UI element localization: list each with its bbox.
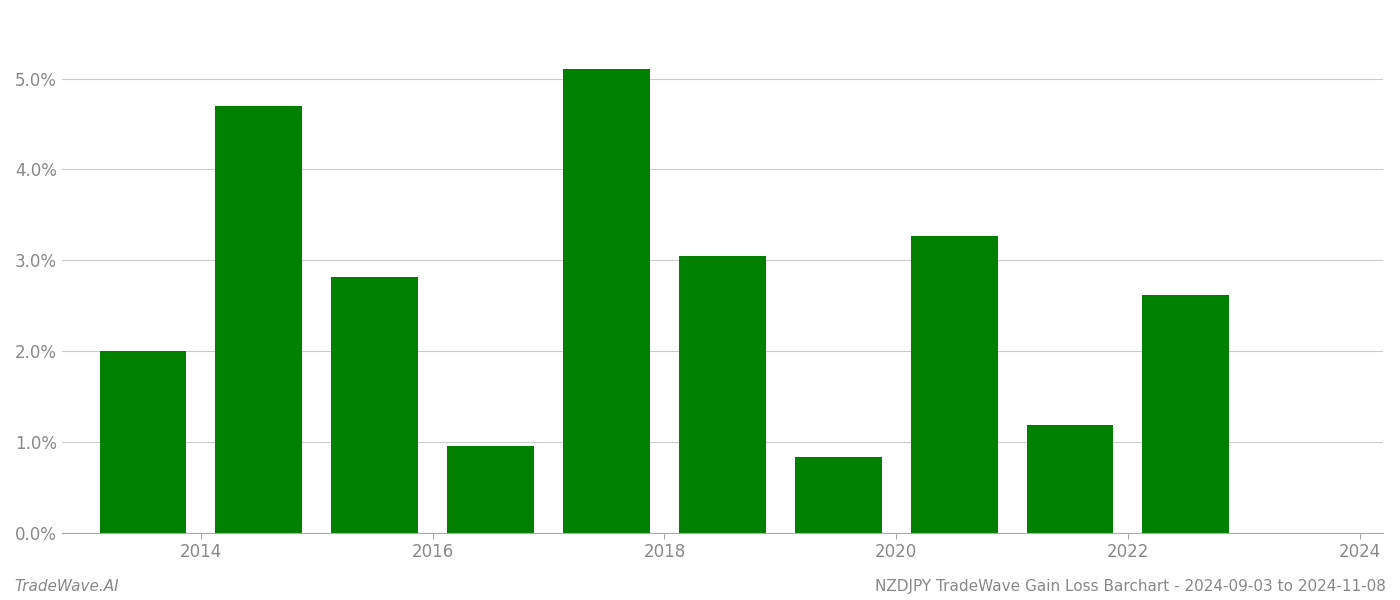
Bar <box>332 277 419 533</box>
Bar <box>795 457 882 533</box>
Text: TradeWave.AI: TradeWave.AI <box>14 579 119 594</box>
Bar <box>1142 295 1229 533</box>
Bar <box>910 236 998 533</box>
Bar <box>1026 425 1113 533</box>
Bar <box>447 446 533 533</box>
Bar <box>563 70 650 533</box>
Bar <box>679 256 766 533</box>
Text: NZDJPY TradeWave Gain Loss Barchart - 2024-09-03 to 2024-11-08: NZDJPY TradeWave Gain Loss Barchart - 20… <box>875 579 1386 594</box>
Bar <box>99 351 186 533</box>
Bar <box>216 106 302 533</box>
